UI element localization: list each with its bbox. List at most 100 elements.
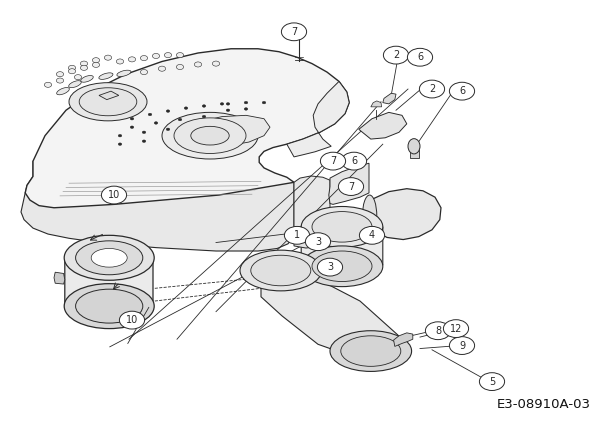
Polygon shape: [371, 101, 382, 107]
Circle shape: [284, 226, 310, 244]
Polygon shape: [65, 258, 153, 313]
Circle shape: [359, 226, 385, 244]
Circle shape: [104, 55, 112, 60]
Text: 4: 4: [369, 230, 375, 240]
Text: 2: 2: [393, 50, 399, 60]
Circle shape: [407, 48, 433, 66]
Ellipse shape: [76, 289, 143, 323]
Polygon shape: [410, 146, 419, 158]
Circle shape: [164, 53, 172, 58]
Polygon shape: [294, 176, 330, 238]
Circle shape: [140, 70, 148, 75]
Polygon shape: [301, 227, 383, 271]
Ellipse shape: [341, 336, 401, 366]
Text: 10: 10: [108, 190, 120, 200]
Ellipse shape: [240, 250, 322, 291]
Circle shape: [305, 233, 331, 251]
Circle shape: [92, 62, 100, 67]
Ellipse shape: [301, 206, 383, 247]
Circle shape: [152, 53, 160, 59]
Polygon shape: [25, 49, 349, 208]
Circle shape: [92, 58, 100, 63]
Circle shape: [425, 322, 451, 340]
Text: 10: 10: [126, 315, 138, 325]
Ellipse shape: [117, 70, 131, 76]
Circle shape: [74, 75, 82, 80]
Circle shape: [142, 140, 146, 142]
Circle shape: [449, 337, 475, 354]
Circle shape: [212, 61, 220, 66]
Circle shape: [56, 72, 64, 77]
Circle shape: [166, 128, 170, 131]
Circle shape: [320, 152, 346, 170]
Ellipse shape: [64, 284, 154, 329]
Circle shape: [119, 311, 145, 329]
Ellipse shape: [162, 112, 258, 159]
Circle shape: [116, 59, 124, 64]
Polygon shape: [329, 163, 369, 204]
Text: 7: 7: [330, 156, 336, 166]
Ellipse shape: [91, 248, 127, 267]
Text: 3: 3: [327, 262, 333, 272]
Text: 9: 9: [459, 340, 465, 351]
Circle shape: [383, 46, 409, 64]
Circle shape: [148, 113, 152, 116]
Text: 5: 5: [489, 377, 495, 387]
Circle shape: [184, 107, 188, 109]
Text: 8: 8: [435, 326, 441, 336]
Ellipse shape: [64, 235, 154, 280]
Polygon shape: [287, 81, 349, 157]
Text: 6: 6: [417, 52, 423, 62]
Circle shape: [449, 82, 475, 100]
Ellipse shape: [76, 241, 143, 275]
Circle shape: [178, 118, 182, 121]
Polygon shape: [176, 115, 270, 146]
Text: 7: 7: [291, 27, 297, 37]
Circle shape: [80, 65, 88, 70]
Circle shape: [158, 66, 166, 71]
Polygon shape: [394, 333, 413, 346]
Text: 12: 12: [450, 324, 462, 334]
Circle shape: [142, 131, 146, 134]
Polygon shape: [367, 189, 441, 240]
Ellipse shape: [79, 88, 137, 116]
Polygon shape: [294, 234, 330, 248]
Ellipse shape: [68, 81, 82, 88]
Circle shape: [128, 57, 136, 62]
Circle shape: [341, 152, 367, 170]
Ellipse shape: [251, 255, 311, 286]
Circle shape: [338, 178, 364, 195]
Circle shape: [226, 103, 230, 105]
Text: 6: 6: [351, 156, 357, 166]
Circle shape: [443, 320, 469, 338]
Ellipse shape: [56, 87, 70, 95]
Polygon shape: [21, 161, 294, 251]
Ellipse shape: [99, 73, 113, 79]
Circle shape: [118, 134, 122, 137]
Circle shape: [101, 186, 127, 204]
Circle shape: [130, 117, 134, 120]
Ellipse shape: [330, 331, 412, 371]
Circle shape: [68, 69, 76, 74]
Circle shape: [479, 373, 505, 391]
Circle shape: [140, 56, 148, 61]
Polygon shape: [383, 93, 396, 104]
Text: 2: 2: [429, 84, 435, 94]
Circle shape: [226, 109, 230, 112]
Circle shape: [317, 258, 343, 276]
Circle shape: [56, 78, 64, 83]
Circle shape: [419, 80, 445, 98]
Text: 1: 1: [294, 230, 300, 240]
Circle shape: [130, 126, 134, 128]
Polygon shape: [54, 272, 65, 284]
Circle shape: [176, 64, 184, 70]
Circle shape: [44, 82, 52, 87]
Circle shape: [262, 101, 266, 104]
Ellipse shape: [312, 212, 372, 242]
Circle shape: [202, 105, 206, 107]
Circle shape: [220, 103, 224, 105]
Circle shape: [194, 62, 202, 67]
Circle shape: [202, 115, 206, 118]
Circle shape: [166, 110, 170, 112]
Circle shape: [281, 23, 307, 41]
